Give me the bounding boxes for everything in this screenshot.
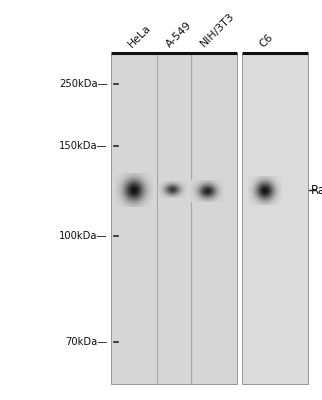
Text: 150kDa—: 150kDa— bbox=[59, 141, 108, 151]
Text: Rad21: Rad21 bbox=[311, 184, 322, 196]
Text: A-549: A-549 bbox=[164, 20, 194, 49]
Text: C6: C6 bbox=[258, 32, 275, 49]
Bar bbox=[242, 54, 308, 384]
Text: HeLa: HeLa bbox=[127, 22, 153, 49]
Text: NIH/3T3: NIH/3T3 bbox=[198, 11, 236, 49]
Text: 70kDa—: 70kDa— bbox=[66, 337, 108, 347]
Text: 100kDa—: 100kDa— bbox=[59, 231, 108, 241]
Bar bbox=[111, 54, 237, 384]
Text: 250kDa—: 250kDa— bbox=[59, 79, 108, 89]
